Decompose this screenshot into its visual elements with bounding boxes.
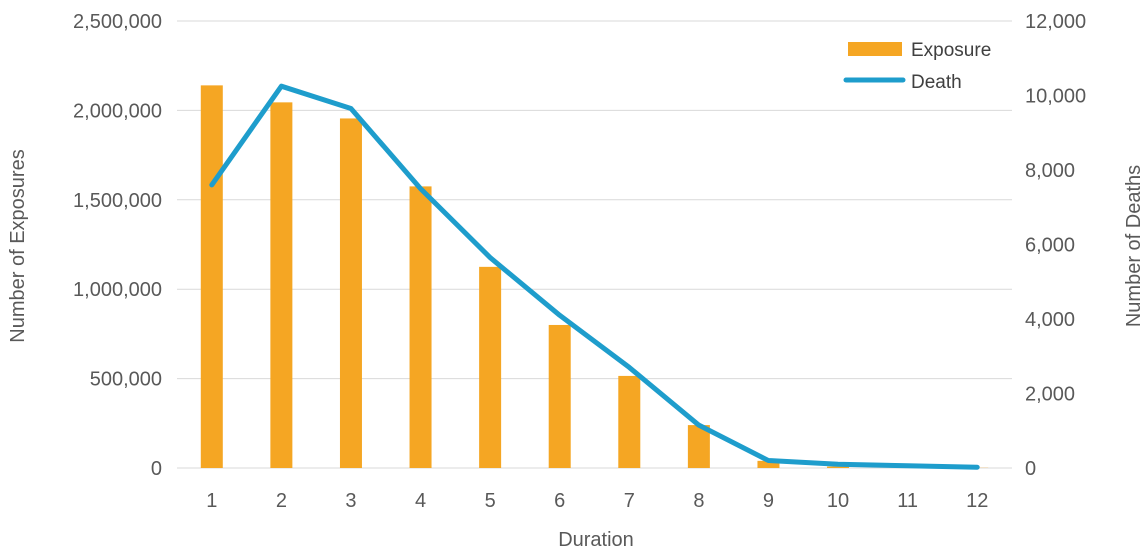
legend-exposure-swatch (848, 42, 902, 56)
exposure-bar (339, 118, 362, 469)
left-tick-label: 0 (151, 458, 162, 480)
exposure-bar (270, 102, 293, 468)
legend-exposure-label: Exposure (911, 40, 991, 61)
exposure-bar (479, 266, 502, 468)
exposure-bar (618, 375, 641, 468)
x-tick-label: 10 (827, 490, 849, 512)
exposure-bar (409, 186, 432, 468)
left-tick-label: 1,000,000 (73, 279, 162, 301)
x-tick-label: 9 (763, 490, 774, 512)
legend-death-label: Death (911, 72, 962, 93)
right-axis-ticks: 0 2,000 4,000 6,000 8,000 10,000 12,000 (1025, 11, 1086, 480)
left-tick-label: 2,000,000 (73, 100, 162, 122)
x-tick-label: 12 (966, 490, 988, 512)
x-tick-label: 1 (206, 490, 217, 512)
x-axis-title: Duration (558, 529, 634, 551)
left-tick-label: 2,500,000 (73, 11, 162, 33)
exposure-bar (687, 425, 710, 468)
x-tick-label: 2 (276, 490, 287, 512)
x-tick-label: 8 (693, 490, 704, 512)
left-tick-label: 1,500,000 (73, 190, 162, 212)
right-tick-label: 2,000 (1025, 384, 1075, 406)
left-tick-label: 500,000 (90, 369, 162, 391)
x-tick-label: 6 (554, 490, 565, 512)
right-tick-label: 8,000 (1025, 160, 1075, 182)
x-tick-label: 11 (897, 490, 918, 512)
right-tick-label: 10,000 (1025, 86, 1086, 108)
x-tick-label: 3 (345, 490, 356, 512)
legend: Exposure Death (843, 40, 991, 93)
right-tick-label: 12,000 (1025, 11, 1086, 33)
right-axis-title: Number of Deaths (1123, 165, 1145, 327)
death-series-line (209, 83, 980, 470)
x-tick-label: 5 (485, 490, 496, 512)
x-tick-label: 7 (624, 490, 635, 512)
x-tick-label: 4 (415, 490, 426, 512)
exposure-bar (200, 85, 223, 469)
exposure-bar (548, 324, 571, 468)
exposure-bar (757, 460, 780, 468)
exposure-bars (200, 85, 989, 469)
right-tick-label: 6,000 (1025, 235, 1075, 257)
death-line (209, 83, 980, 470)
left-axis-ticks: 0 500,000 1,000,000 1,500,000 2,000,000 2,500… (73, 11, 162, 480)
right-tick-label: 4,000 (1025, 309, 1075, 331)
x-axis-ticks: 1 2 3 4 5 6 7 8 9 10 11 12 (206, 490, 988, 512)
right-tick-label: 0 (1025, 458, 1036, 480)
left-axis-title: Number of Exposures (7, 149, 29, 342)
exposure-bar (827, 466, 850, 468)
gridlines (177, 20, 1012, 469)
